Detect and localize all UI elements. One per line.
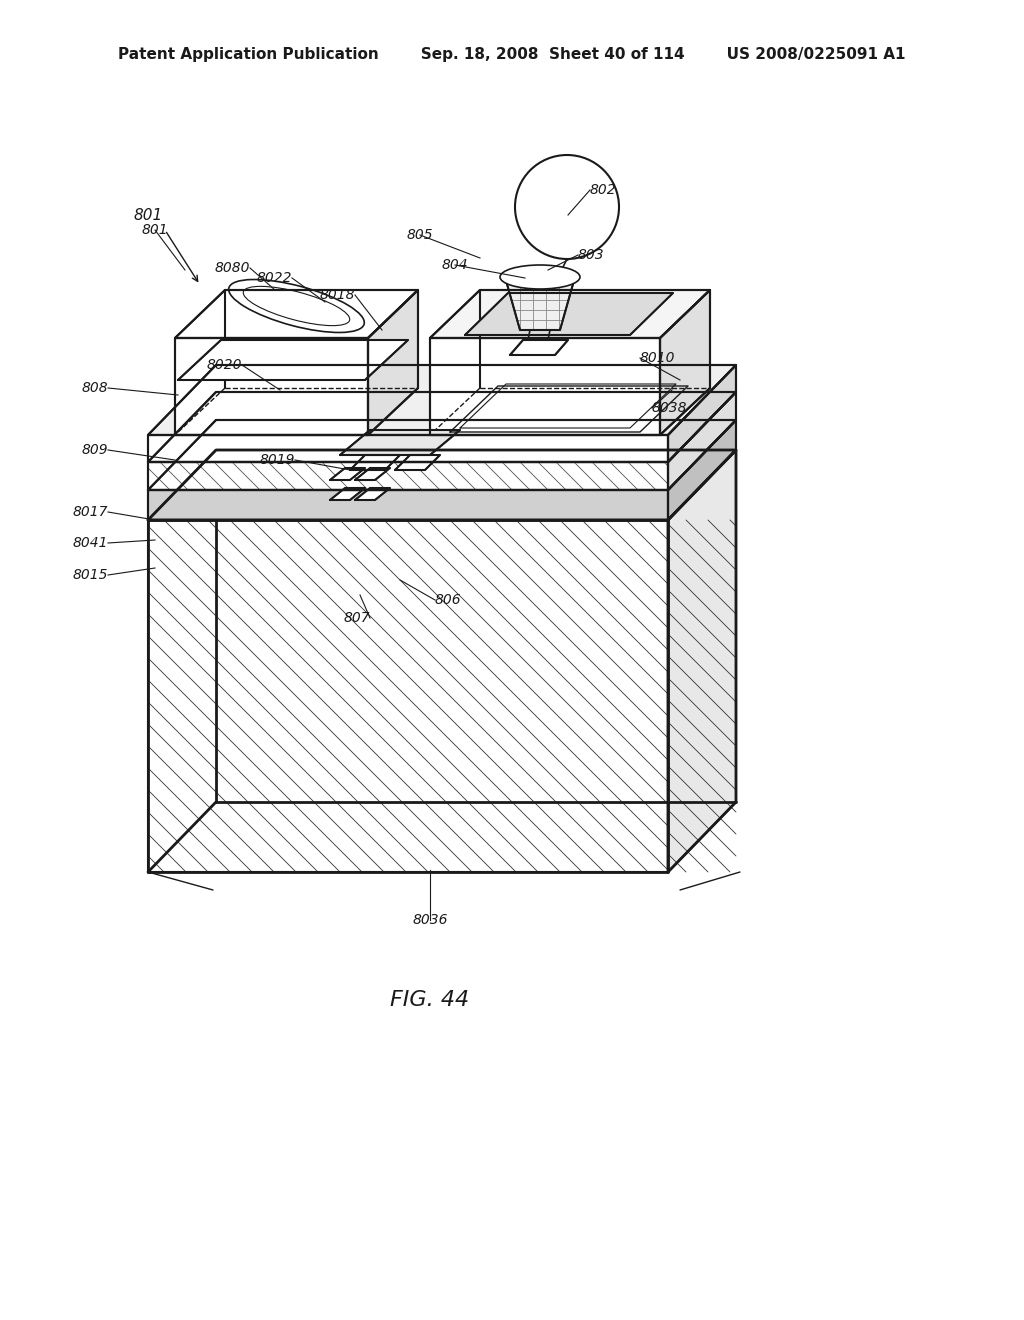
- Polygon shape: [355, 469, 390, 480]
- Text: 802: 802: [590, 183, 616, 197]
- Text: 807: 807: [343, 611, 370, 624]
- Polygon shape: [330, 488, 365, 500]
- Text: 804: 804: [441, 257, 468, 272]
- Polygon shape: [148, 520, 668, 873]
- Polygon shape: [148, 366, 736, 436]
- Polygon shape: [668, 392, 736, 490]
- Ellipse shape: [515, 154, 618, 259]
- Text: 801: 801: [133, 207, 163, 223]
- Polygon shape: [510, 341, 568, 355]
- Polygon shape: [660, 290, 710, 436]
- Polygon shape: [668, 366, 736, 462]
- Polygon shape: [148, 420, 736, 490]
- Polygon shape: [368, 290, 418, 436]
- Text: 8019: 8019: [259, 453, 295, 467]
- Text: 8010: 8010: [640, 351, 676, 366]
- Text: 8036: 8036: [413, 913, 447, 927]
- Text: 8020: 8020: [207, 358, 242, 372]
- Text: 805: 805: [407, 228, 433, 242]
- Polygon shape: [505, 277, 575, 330]
- Polygon shape: [175, 290, 418, 338]
- Polygon shape: [430, 290, 710, 338]
- Polygon shape: [668, 420, 736, 520]
- Polygon shape: [148, 490, 668, 520]
- Polygon shape: [340, 430, 460, 455]
- Polygon shape: [355, 488, 390, 500]
- Polygon shape: [395, 455, 440, 470]
- Polygon shape: [668, 450, 736, 873]
- Polygon shape: [178, 341, 408, 380]
- Text: FIG. 44: FIG. 44: [390, 990, 470, 1010]
- Text: 806: 806: [435, 593, 462, 607]
- Text: 803: 803: [578, 248, 604, 261]
- Polygon shape: [465, 293, 673, 335]
- Polygon shape: [148, 450, 736, 520]
- Polygon shape: [175, 338, 368, 436]
- Text: 8018: 8018: [319, 288, 355, 302]
- Text: 808: 808: [81, 381, 108, 395]
- Ellipse shape: [500, 265, 580, 289]
- Polygon shape: [350, 455, 400, 470]
- Polygon shape: [430, 338, 660, 436]
- Text: 8038: 8038: [652, 401, 687, 414]
- Text: 801: 801: [141, 223, 168, 238]
- Text: 8041: 8041: [73, 536, 108, 550]
- Text: 8015: 8015: [73, 568, 108, 582]
- Polygon shape: [148, 392, 736, 462]
- Polygon shape: [330, 469, 365, 480]
- Text: 809: 809: [81, 444, 108, 457]
- Text: 8080: 8080: [214, 261, 250, 275]
- Polygon shape: [148, 436, 668, 462]
- Text: 8017: 8017: [73, 506, 108, 519]
- Text: Patent Application Publication        Sep. 18, 2008  Sheet 40 of 114        US 2: Patent Application Publication Sep. 18, …: [118, 48, 906, 62]
- Polygon shape: [148, 462, 668, 490]
- Text: 8022: 8022: [256, 271, 292, 285]
